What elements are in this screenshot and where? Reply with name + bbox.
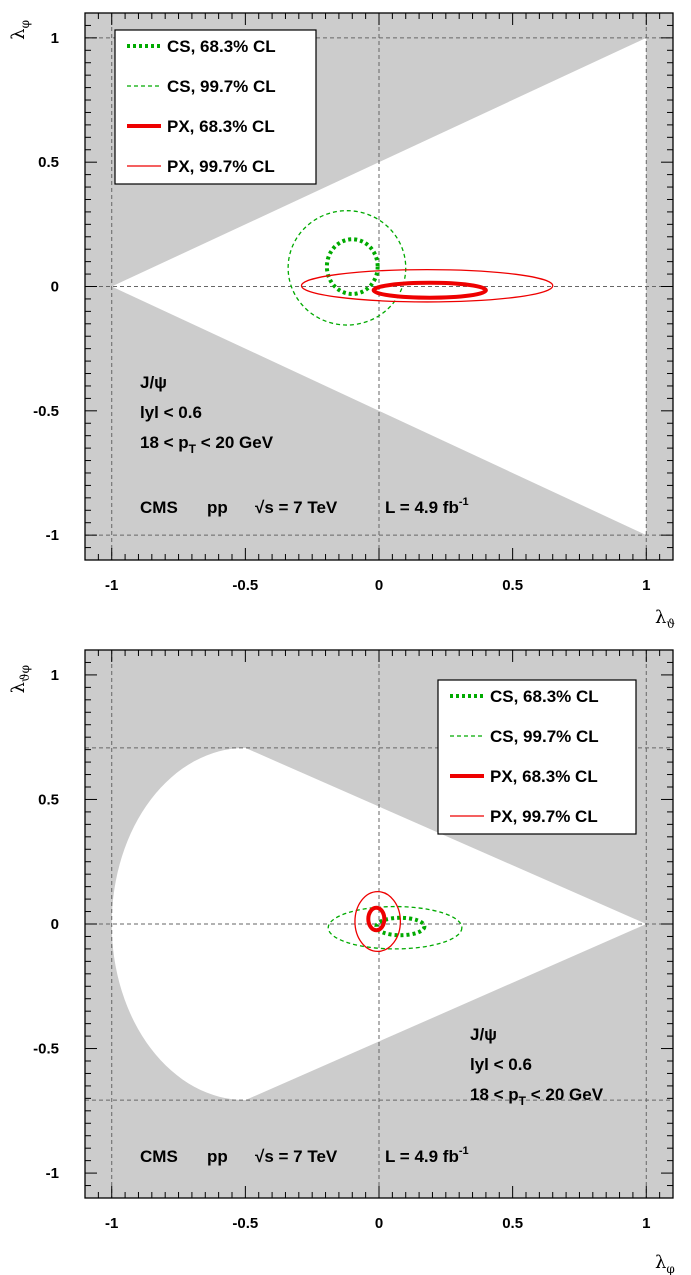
y-axis-label: λφ: [8, 20, 32, 40]
y-tick-label: 1: [51, 30, 59, 47]
annotation-particle: J/ψ: [470, 1025, 497, 1044]
x-axis-label: λϑ: [655, 607, 675, 631]
legend-label: PX, 68.3% CL: [490, 767, 598, 786]
legend-label: PX, 99.7% CL: [490, 807, 598, 826]
annotation-collision: pp: [207, 1147, 228, 1166]
x-tick-label: 0.5: [502, 577, 523, 594]
legend-label: CS, 68.3% CL: [490, 687, 599, 706]
annotation-rapidity: lyl < 0.6: [140, 403, 202, 422]
y-tick-label: 0: [51, 916, 59, 933]
annotation-experiment: CMS: [140, 1147, 178, 1166]
x-axis-label: λφ: [655, 1252, 675, 1275]
contour-cs-997: [287, 210, 407, 326]
x-tick-label: -0.5: [232, 1215, 258, 1232]
y-axis-label: λϑφ: [8, 665, 32, 693]
legend-label: CS, 68.3% CL: [167, 37, 276, 56]
legend-label: PX, 99.7% CL: [167, 157, 275, 176]
annotation-energy: √s = 7 TeV: [255, 498, 338, 517]
annotation-pt: 18 < pT < 20 GeV: [470, 1085, 604, 1108]
panel-bottom: -1 -0.5 0 0.5 1 1 0.5 0 -0.5 -1 λφ λϑφ CS, 68.3% CL C…: [8, 649, 675, 1275]
y-axis-label-group: λφ: [8, 20, 32, 40]
contour-cs-997: [327, 905, 463, 950]
annotation-particle: J/ψ: [140, 373, 167, 392]
y-tick-label: -1: [46, 1165, 59, 1182]
x-tick-label: 1: [642, 577, 650, 594]
x-tick-label: 0.5: [502, 1215, 523, 1232]
y-tick-label: 1: [51, 667, 59, 684]
legend-label: CS, 99.7% CL: [490, 727, 599, 746]
y-tick-label: -0.5: [33, 1041, 59, 1058]
contour-px-683: [371, 280, 488, 300]
annotation-rapidity: lyl < 0.6: [470, 1055, 532, 1074]
y-tick-label: 0: [51, 279, 59, 296]
legend-label: CS, 99.7% CL: [167, 77, 276, 96]
y-tick-label: 0.5: [38, 791, 59, 808]
y-tick-label: -1: [46, 527, 59, 544]
annotation-collision: pp: [207, 498, 228, 517]
annotation-energy: √s = 7 TeV: [255, 1147, 338, 1166]
annotation-pt: 18 < pT < 20 GeV: [140, 433, 274, 456]
annotation-experiment: CMS: [140, 498, 178, 517]
y-tick-label: -0.5: [33, 403, 59, 420]
panel-top: -1 -0.5 0 0.5 1 1 0.5 0 -0.5 -1 λϑ λφ CS, 68.3% CL CS…: [8, 12, 675, 631]
y-tick-label: 0.5: [38, 154, 59, 171]
annotation-lumi: L = 4.9 fb-1: [385, 496, 469, 517]
annotation-lumi: L = 4.9 fb-1: [385, 1145, 469, 1166]
contour-px-997: [300, 268, 554, 303]
contour-cs-683: [374, 915, 427, 938]
contour-px-683: [366, 905, 387, 933]
contour-px-997: [354, 890, 402, 953]
x-tick-label: -1: [105, 1215, 118, 1232]
x-tick-label: 1: [642, 1215, 650, 1232]
legend-box: [114, 29, 317, 185]
x-tick-label: -1: [105, 577, 118, 594]
legend-label: PX, 68.3% CL: [167, 117, 275, 136]
y-axis-label-group: λϑφ: [8, 665, 32, 693]
x-tick-label: 0: [375, 1215, 383, 1232]
x-tick-label: 0: [375, 577, 383, 594]
x-tick-label: -0.5: [232, 577, 258, 594]
legend-box: [437, 679, 637, 835]
